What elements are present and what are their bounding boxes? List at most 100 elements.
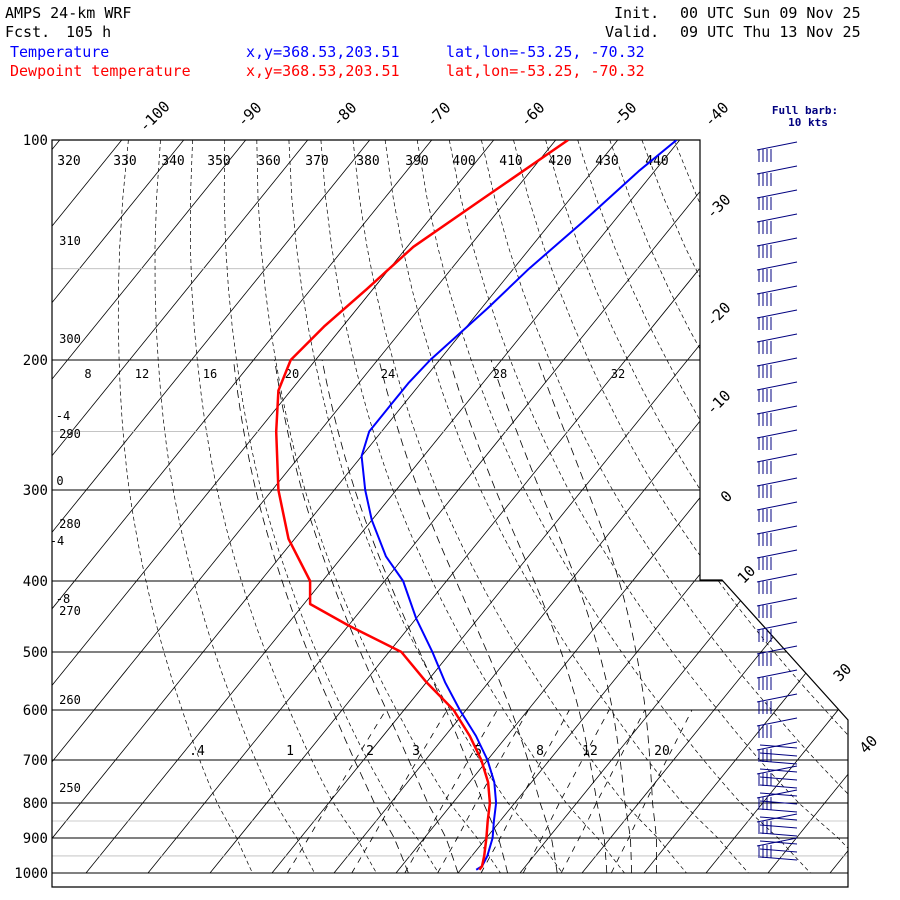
pressure-tick-label: 500 [23, 645, 48, 661]
isotherm-label-left: 0 [56, 474, 63, 488]
mixing-ratio-label: 12 [582, 744, 598, 759]
temperature-profile-line [360, 140, 678, 871]
moist-adiabat-line [378, 359, 558, 874]
wind-barb-shaft [759, 792, 798, 797]
isotherm-label-right: -10 [703, 387, 735, 419]
forecast-label: Fcst. [5, 23, 51, 41]
wind-barb-shaft [759, 832, 798, 837]
theta-label-top: 420 [548, 154, 571, 169]
wind-barb-shaft [756, 573, 798, 583]
theta-label-top: 390 [405, 154, 428, 169]
wind-barb-shaft [759, 800, 798, 805]
wind-barb-shaft [756, 165, 798, 175]
wind-barb-shaft [759, 784, 798, 789]
theta-label-top: 410 [499, 154, 522, 169]
isotherm-line [52, 140, 433, 874]
mixing-ratio-line [351, 709, 448, 874]
isotherm-line [52, 140, 619, 874]
mixing-ratio-label: 20 [654, 744, 670, 759]
pressure-tick-label: 100 [23, 133, 48, 149]
pressure-tick-label: 700 [23, 753, 48, 769]
mixing-ratio-line [286, 709, 387, 874]
pressure-tick-label: 1000 [14, 866, 48, 882]
mixing-ratio-label: .4 [189, 744, 205, 759]
theta-label-top: 430 [595, 154, 618, 169]
forecast-hours: 105 h [66, 23, 112, 41]
legend-temperature-latlon: lat,lon=-53.25, -70.32 [446, 43, 645, 61]
wind-barb-shaft [759, 776, 798, 781]
moist-adiabat-line [321, 359, 508, 874]
mixing-ratio-line [560, 709, 646, 874]
barb-key-line1: Full barb: [772, 104, 838, 117]
isotherm-label-right: 0 [717, 487, 736, 506]
theta-label-top: 360 [257, 154, 280, 169]
dry-adiabat-line [705, 140, 848, 874]
isotherm-line [581, 140, 848, 874]
wind-barb-shaft [756, 693, 798, 703]
dry-adiabat-line [223, 140, 439, 874]
moist-adiabat-line [274, 359, 459, 874]
theta-label-top: 370 [305, 154, 328, 169]
wind-barb-shaft [756, 189, 798, 199]
wind-barb-shaft [756, 453, 798, 463]
wind-barb-shaft [756, 717, 798, 727]
isotherm-line [52, 140, 185, 874]
valid-label: Valid. [605, 23, 660, 41]
theta-label-top: 330 [113, 154, 136, 169]
legend-temperature-name: Temperature [10, 43, 110, 61]
mixing-ratio-line [480, 709, 570, 874]
isotherm-line [52, 140, 557, 874]
moist-adiabat-line [537, 359, 657, 873]
legend-dewpoint-xy: x,y=368.53,203.51 [246, 62, 400, 80]
wind-barb-shaft [756, 333, 798, 343]
isotherm-line [519, 140, 848, 874]
isotherm-line [147, 140, 743, 874]
moist-adiabat-line [233, 359, 409, 874]
isotherm-label-left: -4 [50, 534, 64, 548]
wind-barb-shaft [759, 816, 798, 821]
isotherm-label-right: 10 [734, 562, 760, 588]
wind-barb-shaft [756, 381, 798, 391]
isotherm-label-top: -80 [329, 99, 361, 131]
isotherm-label-top: -50 [609, 99, 641, 131]
isotherm-label-top: -60 [517, 99, 549, 131]
dewpoint-profile-line [274, 140, 569, 871]
legend-dewpoint-latlon: lat,lon=-53.25, -70.32 [446, 62, 645, 80]
theta-label-left: 280 [59, 517, 81, 531]
wind-barb-shaft [756, 549, 798, 559]
isotherm-label-top: -40 [701, 99, 733, 131]
dry-adiabat-line [481, 140, 848, 874]
isotherm-line [209, 140, 805, 874]
mixing-ratio-label: 1 [286, 744, 294, 759]
pressure-tick-label: 800 [23, 796, 48, 812]
moist-adiabat-line [449, 359, 608, 874]
pressure-tick-label: 200 [23, 353, 48, 369]
barb-key-line2: 10 kts [788, 116, 828, 129]
theta-label-left: 300 [59, 332, 81, 346]
isotherm-line [829, 140, 848, 874]
dry-adiabat-line [352, 140, 687, 874]
isotherm-line [705, 140, 848, 874]
wind-barb-shaft [756, 501, 798, 511]
dry-adiabat-line [288, 140, 563, 874]
isotherm-line [52, 140, 371, 874]
isotherm-line [643, 140, 848, 874]
moist-adiabat-label: 12 [135, 367, 149, 381]
dry-adiabat-line [448, 140, 848, 874]
wind-barb-shaft [759, 848, 798, 853]
isotherm-label-top: -90 [234, 99, 266, 131]
moist-adiabat-label: 20 [285, 367, 299, 381]
wind-barb-shaft [756, 669, 798, 679]
wind-barb-shaft [756, 141, 798, 151]
dry-adiabat-line [117, 140, 253, 874]
dry-adiabat-line [154, 140, 315, 874]
isotherm-line [395, 140, 848, 874]
plot-frame [51, 139, 849, 888]
init-time: 00 UTC Sun 09 Nov 25 [680, 4, 861, 22]
isotherm-line [52, 140, 309, 874]
wind-barb-shaft [759, 768, 798, 773]
wind-barb-shaft [756, 597, 798, 607]
moist-adiabat-label: 16 [203, 367, 217, 381]
isotherm-line [52, 140, 123, 874]
